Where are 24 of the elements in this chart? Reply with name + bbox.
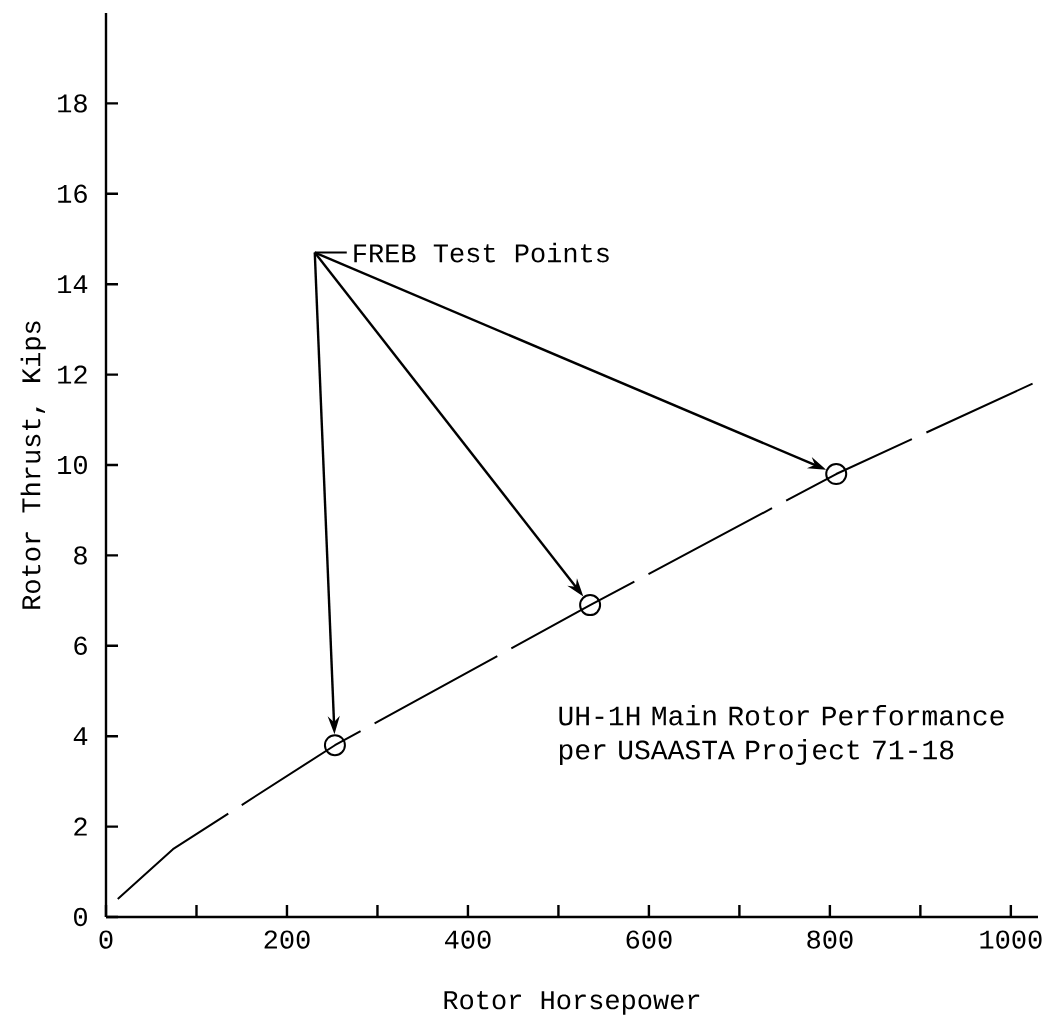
line-series (116, 382, 1034, 900)
y-tick-label: 2 (74, 817, 87, 836)
point (825, 463, 848, 486)
y-tick-label: 16 (58, 184, 87, 203)
x-axis-title: Rotor Horsepower (444, 991, 700, 1015)
y-tick-label: 4 (73, 727, 88, 746)
x-tick-label: 800 (807, 930, 853, 949)
y-tick-label: 6 (74, 636, 87, 655)
x-tick-label: 0 (99, 930, 113, 949)
annotation: UH-1H Main Rotor Performance per USAASTA Project 71-18 (559, 704, 1004, 766)
y-tick-label: 18 (58, 94, 87, 113)
y-tick-label: 10 (58, 455, 87, 475)
point (323, 734, 346, 757)
x-tick-label: 200 (264, 930, 310, 949)
y-axis-title: Rotor Thrust, Kips (20, 321, 46, 609)
point (579, 594, 602, 617)
y-tick-label: 14 (58, 275, 88, 294)
x-tick-label: 1000 (980, 930, 1042, 949)
y-tick-label: 8 (74, 546, 87, 565)
y-tick-label: 12 (58, 365, 87, 384)
annotation: FREB Test Points (354, 242, 609, 263)
x-tick-label: 600 (626, 930, 672, 949)
y-tick-label: 0 (74, 907, 87, 927)
x-tick-label: 400 (444, 930, 491, 949)
